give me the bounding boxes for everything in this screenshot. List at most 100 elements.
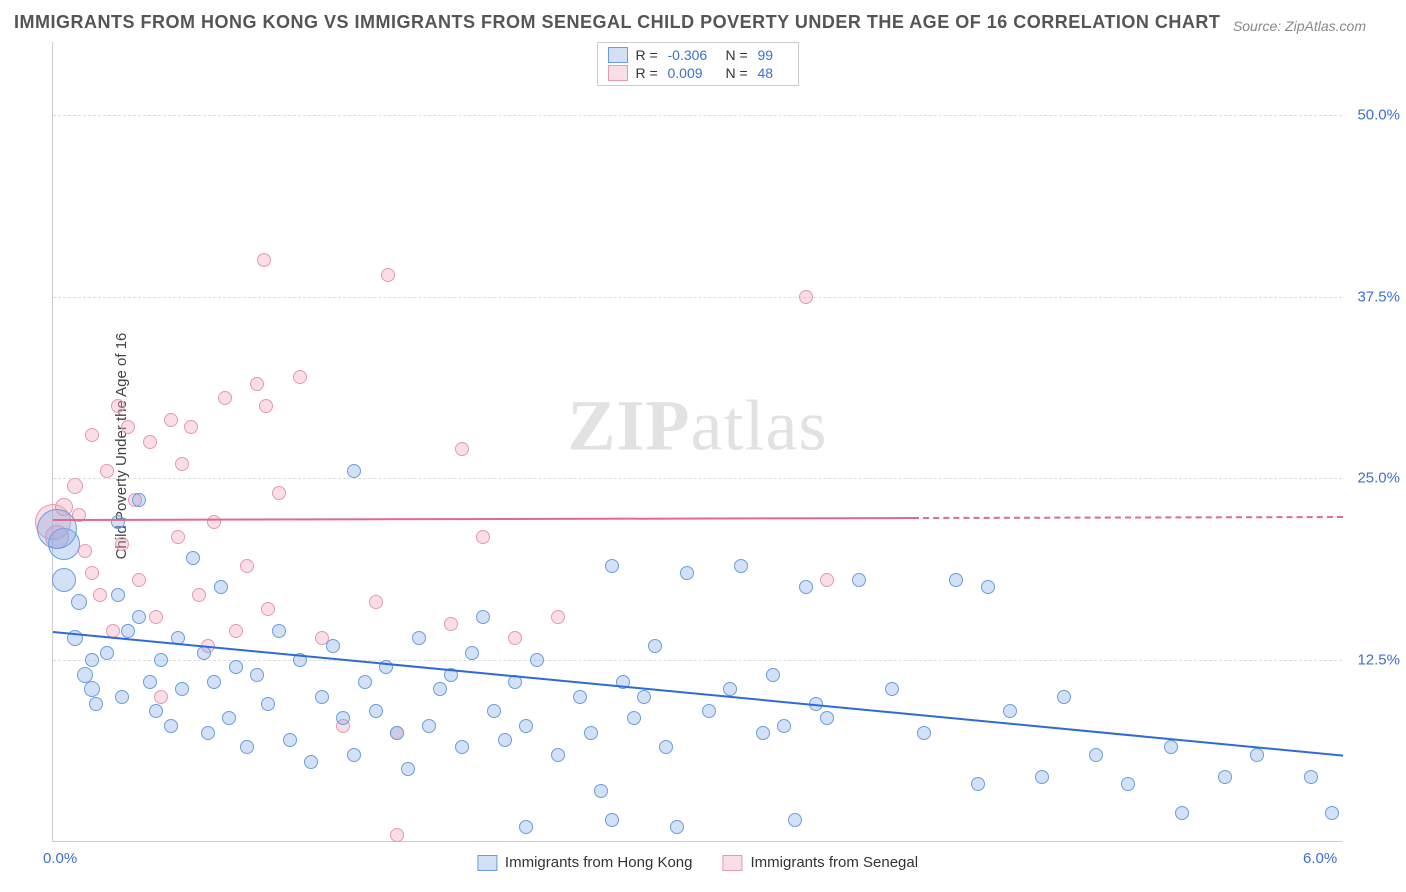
legend-row-hk: R = -0.306 N = 99 [608, 47, 788, 63]
data-point-sen [261, 602, 275, 616]
data-point-hk [222, 711, 236, 725]
data-point-hk [121, 624, 135, 638]
data-point-sen [149, 610, 163, 624]
data-point-hk [1164, 740, 1178, 754]
data-point-hk [852, 573, 866, 587]
data-point-hk [115, 690, 129, 704]
data-point-hk [336, 711, 350, 725]
data-point-hk [201, 726, 215, 740]
data-point-sen [240, 559, 254, 573]
data-point-hk [240, 740, 254, 754]
data-point-sen [820, 573, 834, 587]
data-point-sen [207, 515, 221, 529]
data-point-hk [186, 551, 200, 565]
data-point-hk [530, 653, 544, 667]
data-point-hk [917, 726, 931, 740]
legend-item-hk: Immigrants from Hong Kong [477, 854, 693, 871]
data-point-hk [584, 726, 598, 740]
data-point-sen [175, 457, 189, 471]
data-point-hk [702, 704, 716, 718]
data-point-hk [283, 733, 297, 747]
data-point-hk [401, 762, 415, 776]
y-tick-label: 25.0% [1357, 470, 1400, 487]
data-point-hk [214, 580, 228, 594]
data-point-sen [390, 828, 404, 842]
data-point-hk [1035, 770, 1049, 784]
data-point-hk [132, 610, 146, 624]
data-point-hk [111, 515, 125, 529]
data-point-hk [132, 493, 146, 507]
data-point-hk [637, 690, 651, 704]
data-point-hk [37, 509, 77, 549]
data-point-hk [820, 711, 834, 725]
data-point-hk [799, 580, 813, 594]
data-point-hk [358, 675, 372, 689]
data-point-hk [551, 748, 565, 762]
data-point-hk [1121, 777, 1135, 791]
data-point-hk [498, 733, 512, 747]
data-point-hk [304, 755, 318, 769]
data-point-hk [89, 697, 103, 711]
data-point-sen [121, 420, 135, 434]
data-point-sen [184, 420, 198, 434]
data-point-hk [250, 668, 264, 682]
data-point-hk [272, 624, 286, 638]
chart-title: IMMIGRANTS FROM HONG KONG VS IMMIGRANTS … [14, 12, 1220, 33]
data-point-sen [272, 486, 286, 500]
data-point-hk [422, 719, 436, 733]
data-point-hk [390, 726, 404, 740]
data-point-sen [143, 435, 157, 449]
data-point-sen [132, 573, 146, 587]
data-point-hk [164, 719, 178, 733]
data-point-sen [799, 290, 813, 304]
data-point-hk [52, 568, 76, 592]
data-point-hk [573, 690, 587, 704]
trend-line-sen [53, 517, 913, 521]
gridline [53, 297, 1342, 298]
data-point-sen [551, 610, 565, 624]
data-point-sen [115, 537, 129, 551]
data-point-hk [885, 682, 899, 696]
data-point-hk [1218, 770, 1232, 784]
data-point-sen [508, 631, 522, 645]
data-point-hk [777, 719, 791, 733]
data-point-hk [369, 704, 383, 718]
data-point-hk [207, 675, 221, 689]
data-point-hk [1089, 748, 1103, 762]
data-point-hk [723, 682, 737, 696]
data-point-hk [981, 580, 995, 594]
data-point-sen [444, 617, 458, 631]
data-point-hk [347, 748, 361, 762]
data-point-hk [465, 646, 479, 660]
data-point-hk [347, 464, 361, 478]
swatch-hk-icon [477, 855, 497, 871]
swatch-hk-icon [608, 47, 628, 63]
data-point-sen [154, 690, 168, 704]
data-point-hk [756, 726, 770, 740]
data-point-hk [111, 588, 125, 602]
data-point-sen [171, 530, 185, 544]
data-point-hk [1250, 748, 1264, 762]
data-point-hk [605, 559, 619, 573]
data-point-hk [476, 610, 490, 624]
data-point-hk [949, 573, 963, 587]
data-point-hk [766, 668, 780, 682]
y-tick-label: 37.5% [1357, 288, 1400, 305]
data-point-sen [78, 544, 92, 558]
data-point-hk [143, 675, 157, 689]
data-point-hk [261, 697, 275, 711]
data-point-sen [85, 428, 99, 442]
data-point-hk [648, 639, 662, 653]
trend-line-hk [53, 631, 1343, 757]
data-point-hk [605, 813, 619, 827]
y-tick-label: 50.0% [1357, 106, 1400, 123]
data-point-hk [1175, 806, 1189, 820]
data-point-hk [519, 719, 533, 733]
data-point-sen [164, 413, 178, 427]
data-point-hk [627, 711, 641, 725]
x-tick-label: 6.0% [1303, 850, 1337, 867]
data-point-sen [229, 624, 243, 638]
data-point-hk [788, 813, 802, 827]
data-point-hk [1325, 806, 1339, 820]
data-point-hk [487, 704, 501, 718]
